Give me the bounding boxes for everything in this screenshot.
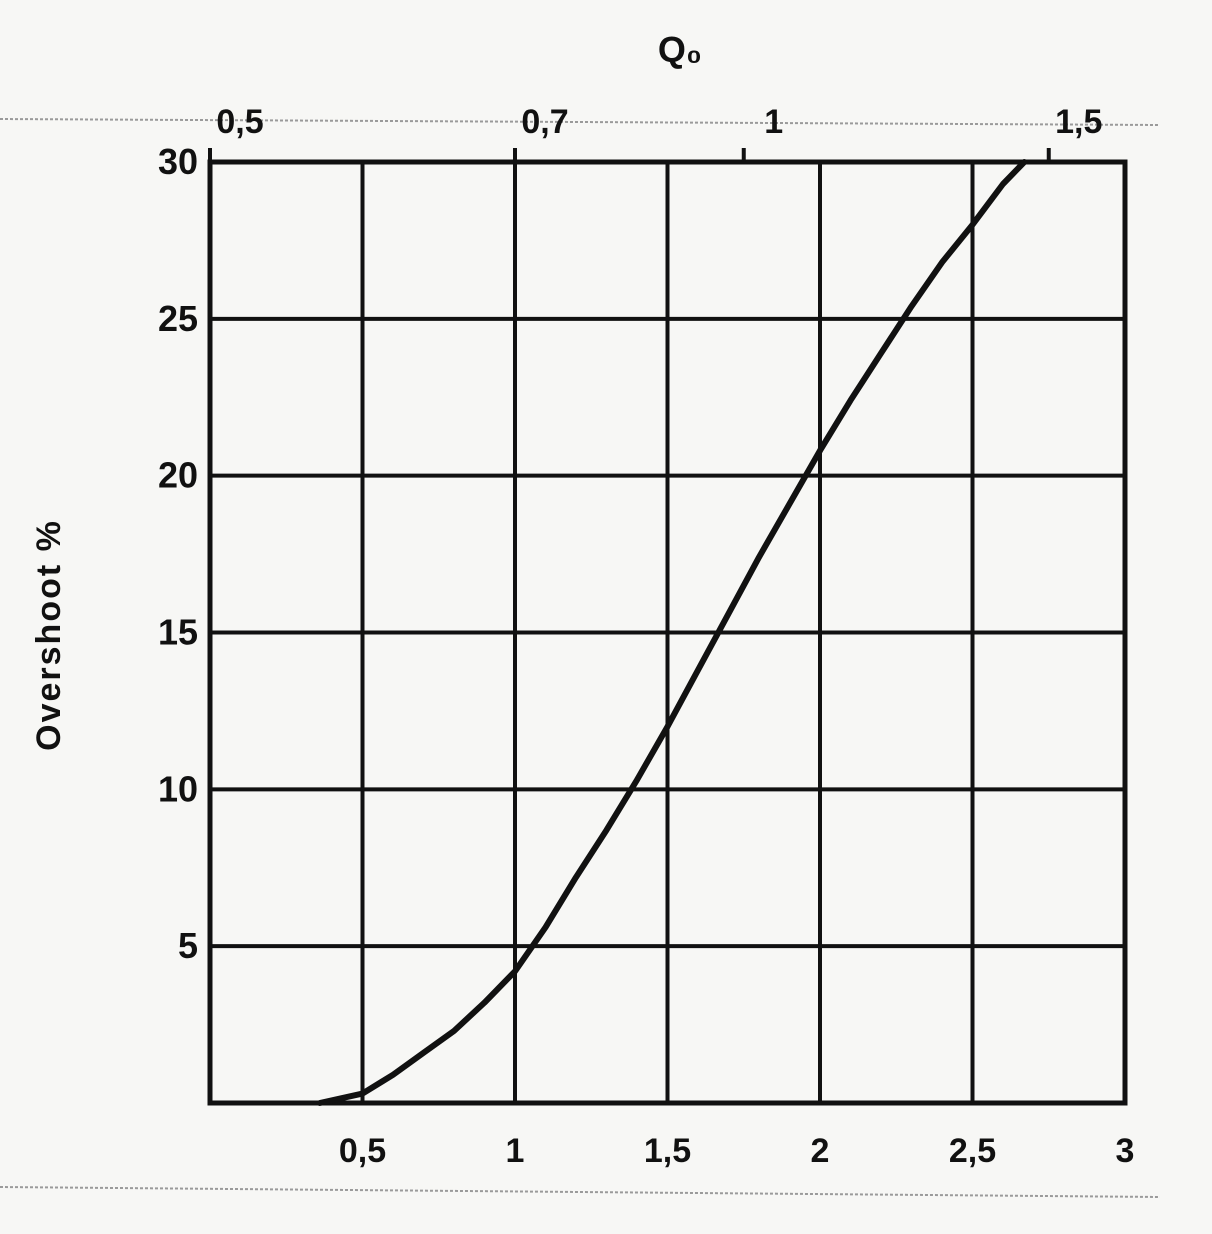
top-tick-label: 1 (764, 103, 783, 141)
overshoot-curve (316, 159, 1028, 1106)
top-axis-label: Q₀ (658, 29, 702, 70)
top-tick-label: 0,7 (521, 103, 568, 141)
x-tick-labels: 0,5 1 1,5 2 2,5 3 (339, 1132, 1135, 1170)
y-tick-labels: 5 10 15 20 25 30 (158, 141, 198, 966)
x-tick-label: 2,5 (949, 1132, 996, 1170)
top-tick-label: 0,5 (216, 103, 263, 141)
y-tick-label: 15 (158, 612, 198, 653)
scan-edge-line (0, 118, 1161, 126)
top-tick-label: 1,5 (1055, 103, 1102, 141)
top-tick-labels: 0,5 0,7 1 1,5 (216, 103, 1102, 141)
plot-border (207, 159, 1128, 1106)
y-axis-label: Overshoot % (30, 519, 68, 751)
x-tick-label: 0,5 (339, 1132, 386, 1170)
y-tick-label: 20 (158, 455, 198, 496)
y-tick-label: 30 (158, 141, 198, 182)
plot-frame (207, 148, 1128, 1106)
x-tick-label: 1 (506, 1132, 525, 1170)
grid (210, 162, 1125, 1103)
curve-layer (316, 159, 1028, 1106)
y-tick-label: 25 (158, 298, 198, 339)
y-tick-label: 5 (178, 925, 198, 966)
y-tick-label: 10 (158, 768, 198, 809)
scan-edge-line (0, 1186, 1161, 1198)
x-tick-label: 3 (1116, 1132, 1135, 1170)
x-tick-label: 2 (811, 1132, 830, 1170)
x-tick-label: 1,5 (644, 1132, 691, 1170)
